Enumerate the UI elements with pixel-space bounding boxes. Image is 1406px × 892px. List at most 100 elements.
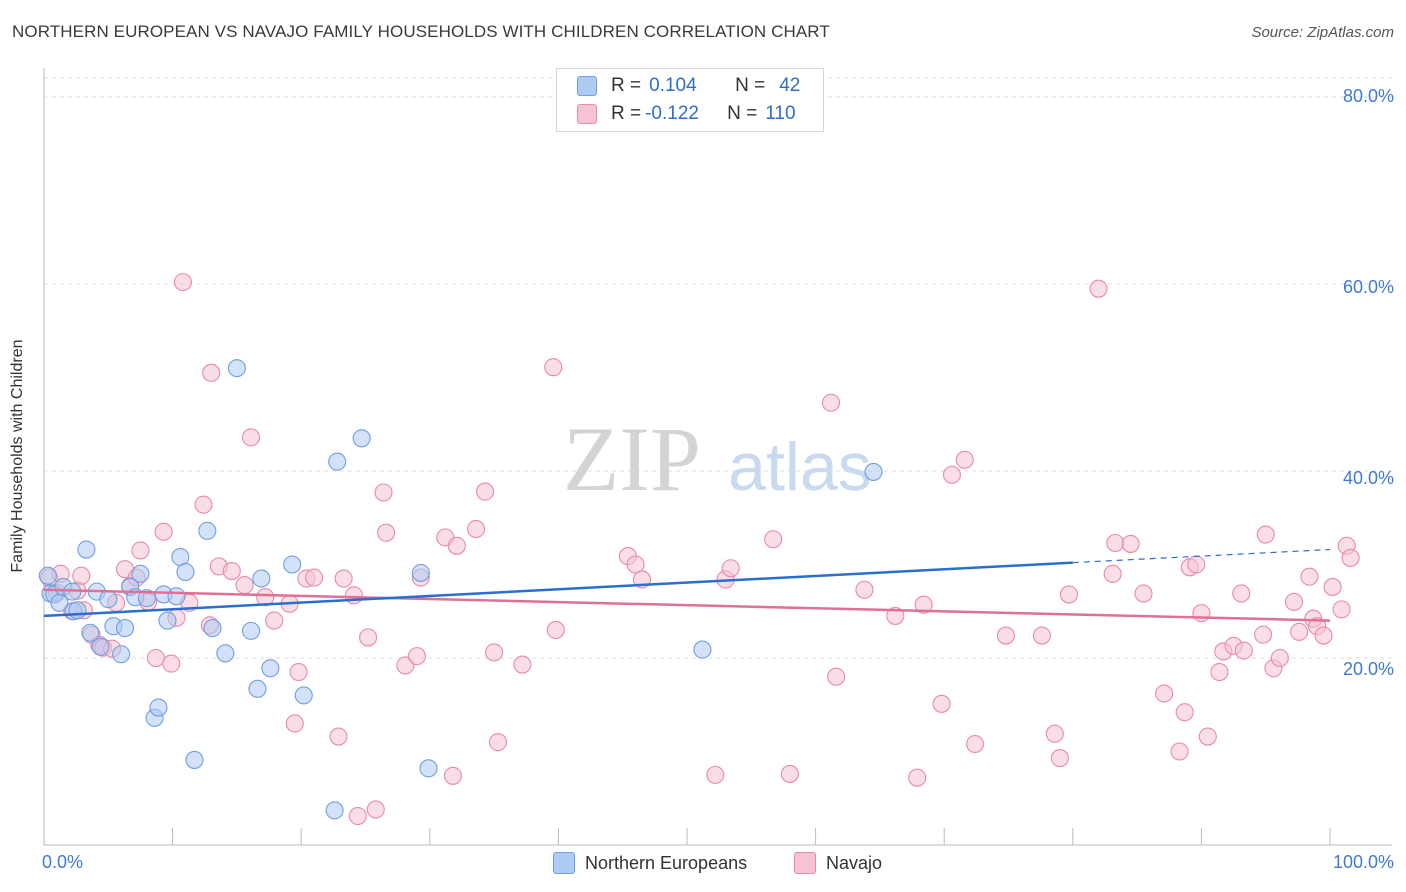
navajo-point [1232, 584, 1251, 603]
navajo-point [348, 806, 367, 826]
x-tick-label-min: 0.0% [42, 852, 84, 872]
northern-european-point [131, 564, 150, 583]
northern-european-point [176, 562, 195, 582]
northern-european-point [68, 601, 87, 620]
navajo-point [821, 393, 841, 412]
northern-european-point [248, 679, 267, 698]
navajo-point [1170, 742, 1189, 761]
y-tick-label-20: 20.0% [1342, 659, 1394, 679]
bottom-legend-label: Navajo [826, 852, 883, 873]
northern-european-point [419, 759, 438, 778]
northern-european-point [185, 750, 204, 769]
navajo-point [1300, 567, 1319, 586]
northern-european-point [149, 698, 168, 717]
navajo-point [1234, 641, 1253, 660]
legend-r-value: 0.104 [649, 75, 697, 96]
northern-european-point [91, 637, 110, 656]
watermark: ZIP atlas [563, 408, 872, 510]
navajo-point [265, 611, 284, 630]
northern-european-point [328, 452, 347, 471]
legend-n-value: 110 [765, 103, 796, 124]
bottom-legend-swatch-pink [794, 852, 816, 874]
chart-title: NORTHERN EUROPEAN VS NAVAJO FAMILY HOUSE… [12, 22, 830, 41]
y-tick-label-40: 40.0% [1342, 468, 1394, 488]
navajo-point [467, 519, 486, 539]
navajo-point [706, 765, 725, 784]
navajo-point [256, 588, 275, 607]
watermark-atlas: atlas [728, 429, 872, 505]
source-label: Source: ZipAtlas.com [1251, 24, 1394, 41]
northern-european-point [693, 640, 712, 659]
navajo-point [359, 628, 378, 647]
navajo-point [914, 595, 933, 614]
navajo-point [1045, 724, 1064, 743]
navajo-point [1270, 648, 1289, 668]
northern-european-point [325, 801, 344, 820]
northern-european-point [99, 590, 118, 609]
navajo-point [334, 569, 353, 588]
navajo-point [966, 734, 985, 754]
bottom-legend-swatch-blue [553, 852, 575, 874]
navajo-point [377, 523, 396, 542]
navajo-point [908, 768, 927, 787]
navajo-point [513, 655, 532, 674]
navajo-point [162, 654, 181, 673]
navajo-point [1155, 684, 1174, 703]
navajo-point [305, 568, 324, 587]
northern-european-point [115, 619, 135, 638]
legend-r-label: R = [611, 103, 642, 124]
navajo-point [366, 800, 385, 819]
navajo-point [1175, 703, 1194, 722]
navajo-point [407, 647, 426, 666]
northern-european-point [227, 359, 246, 378]
navajo-point [1103, 564, 1122, 583]
navajo-point [202, 363, 221, 382]
navajo-point [764, 530, 783, 549]
navajo-point [996, 626, 1015, 645]
navajo-point [942, 465, 961, 484]
navajo-point [721, 559, 740, 578]
navajo-point [1121, 534, 1140, 553]
navajo-point [1198, 727, 1217, 746]
northern-european-trend-extension [1072, 548, 1331, 564]
navajo-point [546, 620, 565, 640]
navajo-point [72, 566, 91, 585]
navajo-point [131, 541, 150, 560]
northern-european-point [864, 462, 883, 481]
navajo-point [1050, 748, 1069, 768]
northern-european-point [203, 619, 222, 638]
legend-n-label: N = [727, 103, 758, 124]
watermark-zip: ZIP [563, 408, 701, 510]
navajo-point [626, 555, 645, 574]
legend-swatch-blue [577, 76, 597, 96]
navajo-point [443, 766, 462, 785]
navajo-point [194, 495, 213, 514]
navajo-point [1332, 600, 1351, 619]
trend-lines [43, 548, 1331, 622]
northern-european-point [38, 566, 57, 585]
legend-row-northern-europeans: R = 0.104 N = 42 [577, 73, 800, 99]
legend-r-label: R = [611, 75, 642, 96]
northern-european-point [198, 521, 217, 540]
northern-european-point [261, 659, 280, 678]
northern-european-point [167, 587, 186, 606]
navajo-point [1059, 585, 1078, 604]
navajo-point [476, 482, 495, 501]
navajo-point [1290, 622, 1309, 641]
northern-european-point [77, 540, 96, 559]
navajo-point [1210, 662, 1229, 682]
navajo-point [1254, 625, 1273, 644]
northern-european-point [241, 621, 261, 640]
y-tick-label-60: 60.0% [1342, 277, 1394, 297]
x-tick-label-max: 100.0% [1332, 852, 1394, 872]
navajo-point [154, 522, 173, 541]
bottom-legend-navajo: Navajo [794, 852, 882, 874]
navajo-point [955, 450, 974, 469]
axes [43, 68, 1392, 846]
northern-european-point [294, 686, 313, 705]
northern-european-point [158, 611, 177, 630]
northern-european-point [411, 563, 430, 582]
y-axis-title: Family Households with Children [9, 339, 26, 573]
navajo-point [886, 606, 905, 625]
